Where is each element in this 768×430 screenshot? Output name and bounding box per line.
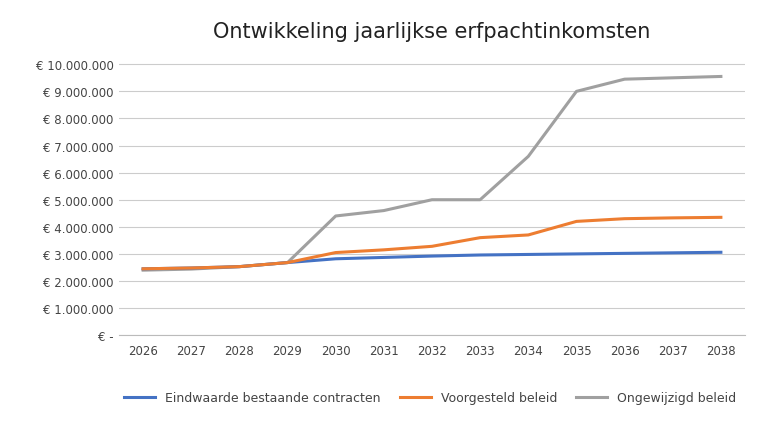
Eindwaarde bestaande contracten [427,254,436,259]
Eindwaarde bestaande contracten [187,266,196,271]
Ongewijzigd beleid [379,209,389,214]
Eindwaarde bestaande contracten [331,257,340,262]
Voorgesteld beleid [379,248,389,253]
Eindwaarde bestaande contracten [379,255,389,261]
Ongewijzigd beleid [331,214,340,219]
Voorgesteld beleid [187,266,196,271]
Voorgesteld beleid [475,236,485,241]
Ongewijzigd beleid [524,154,533,160]
Ongewijzigd beleid [235,264,244,270]
Eindwaarde bestaande contracten [524,252,533,258]
Ongewijzigd beleid [138,268,147,273]
Ongewijzigd beleid [475,198,485,203]
Line: Eindwaarde bestaande contracten: Eindwaarde bestaande contracten [143,253,721,269]
Ongewijzigd beleid [717,75,726,80]
Ongewijzigd beleid [572,89,581,95]
Voorgesteld beleid [235,264,244,270]
Ongewijzigd beleid [187,267,196,272]
Legend: Eindwaarde bestaande contracten, Voorgesteld beleid, Ongewijzigd beleid: Eindwaarde bestaande contracten, Voorges… [119,387,741,409]
Title: Ontwikkeling jaarlijkse erfpachtinkomsten: Ontwikkeling jaarlijkse erfpachtinkomste… [214,22,650,42]
Eindwaarde bestaande contracten [475,253,485,258]
Eindwaarde bestaande contracten [235,264,244,270]
Voorgesteld beleid [524,233,533,238]
Voorgesteld beleid [331,250,340,255]
Eindwaarde bestaande contracten [620,251,629,256]
Eindwaarde bestaande contracten [572,252,581,257]
Voorgesteld beleid [427,244,436,249]
Ongewijzigd beleid [427,198,436,203]
Ongewijzigd beleid [283,261,292,266]
Line: Voorgesteld beleid: Voorgesteld beleid [143,218,721,269]
Voorgesteld beleid [620,217,629,222]
Voorgesteld beleid [138,267,147,272]
Voorgesteld beleid [668,216,677,221]
Voorgesteld beleid [572,219,581,224]
Eindwaarde bestaande contracten [668,251,677,256]
Eindwaarde bestaande contracten [717,250,726,255]
Voorgesteld beleid [283,261,292,266]
Ongewijzigd beleid [620,77,629,83]
Ongewijzigd beleid [668,76,677,81]
Voorgesteld beleid [717,215,726,221]
Eindwaarde bestaande contracten [283,261,292,266]
Eindwaarde bestaande contracten [138,267,147,272]
Line: Ongewijzigd beleid: Ongewijzigd beleid [143,77,721,270]
